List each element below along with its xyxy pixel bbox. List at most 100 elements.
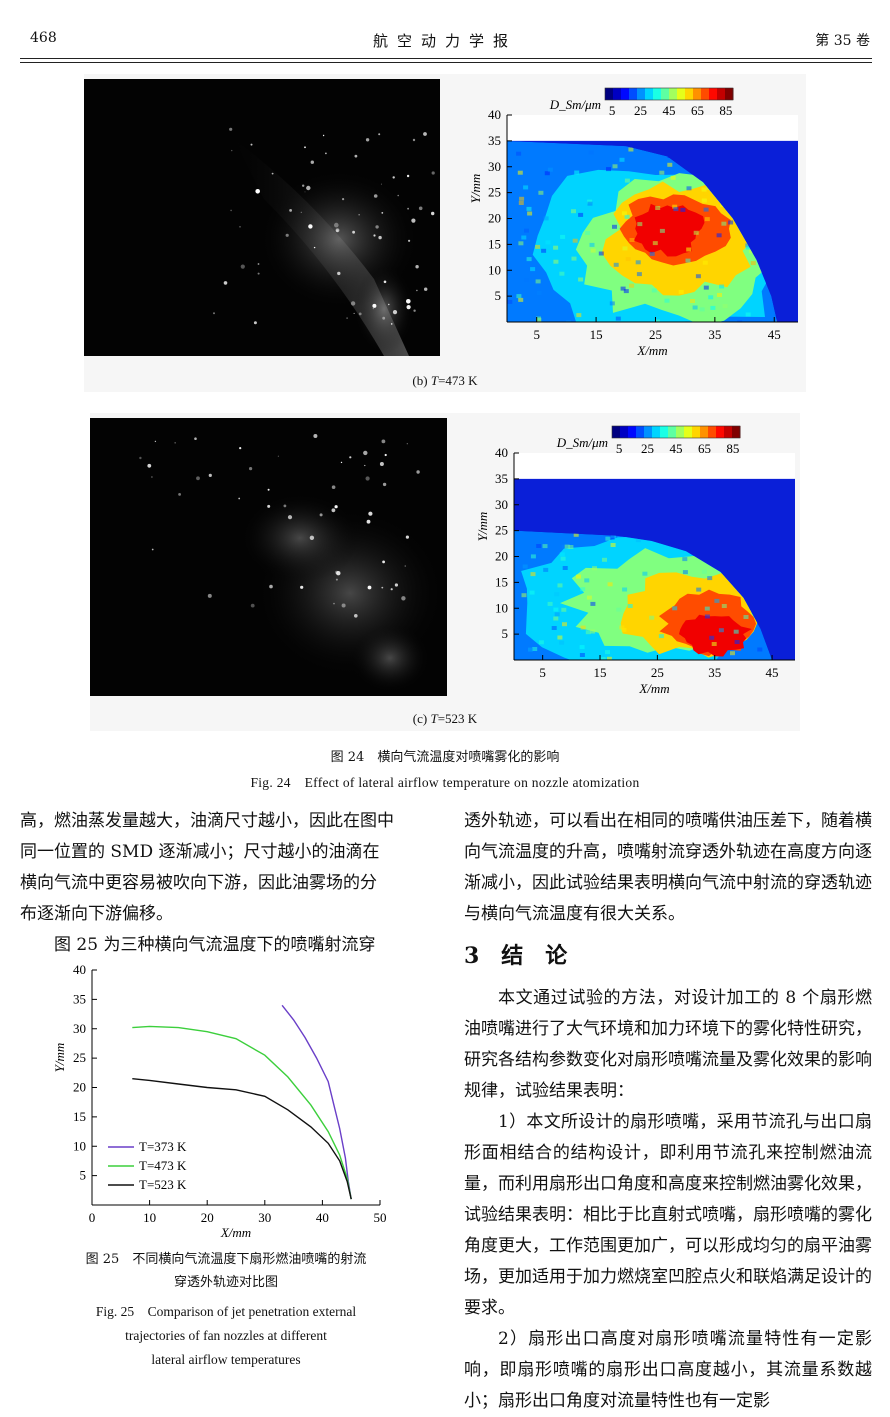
series-line-2 [132,1025,352,1200]
contour-noise [629,283,635,288]
contour-noise [598,251,604,256]
y-tick-label: 20 [73,1080,86,1095]
contour-noise [536,544,542,548]
y-tick-label: 20 [488,211,501,226]
contour-noise [623,289,629,294]
contour-noise [600,657,606,660]
colorbar-segment [652,426,661,438]
contour-noise [586,595,592,600]
x-tick-label: 35 [708,665,721,680]
contour-noise [692,305,698,310]
contour-noise [672,606,678,611]
contour-noise [707,576,713,581]
contour-noise [685,258,691,263]
contour-noise [526,206,532,211]
colorbar-tick-label: 45 [670,441,683,456]
contour-noise [541,248,547,253]
contour-noise [686,247,692,252]
contour-noise [621,627,627,632]
contour-noise [682,570,688,575]
colorbar-frame [604,87,734,101]
x-tick-label: 25 [649,327,662,342]
colorbar-frame [611,425,741,439]
contour-noise [628,147,634,152]
contour-noise [528,647,533,652]
colorbar-segment [621,88,630,100]
volume-label: 第 35 卷 [815,33,870,49]
contour-noise [722,304,728,309]
x-tick-label: 5 [533,327,540,342]
contour-noise [564,544,570,549]
contour-noise [635,260,641,265]
colorbar-segment [717,88,726,100]
contour-noise [733,629,739,634]
contour-noise [737,320,743,323]
y-tick-label: 10 [488,262,501,277]
colorbar-segment [725,88,734,100]
contour-noise [551,626,557,630]
contour-noise [553,607,559,612]
contour-noise [590,629,596,634]
x-tick-label: 15 [590,327,603,342]
x-tick-label: 20 [201,1210,214,1225]
contour-noise [686,186,692,191]
contour-noise [613,262,619,267]
y-tick-label: 25 [495,523,508,538]
contour-noise [561,544,567,549]
contour-noise [562,622,567,627]
contour-noise [659,228,665,233]
paragraph: 2）扇形出口高度对扇形喷嘴流量特性有一定影响，即扇形喷嘴的扇形出口高度越小，其流… [464,1329,872,1411]
contour-noise [654,319,660,323]
contour-noise [629,238,635,242]
y-axis-label: Y/mm [468,174,483,204]
contour-noise [609,535,615,540]
contour-noise [576,574,581,579]
contour-noise [795,640,800,644]
text-line: 图 25 为三种横向气流温度下的喷嘴射流穿 [54,935,376,955]
contour-noise [587,201,593,206]
x-tick-label: 25 [651,665,664,680]
figure-24-caption-en: Fig. 24 Effect of lateral airflow temper… [250,775,640,790]
contour-noise [559,271,565,276]
contour-noise [672,204,678,209]
x-tick-label: 40 [316,1210,329,1225]
contour-noise [518,297,524,302]
contour-noise [622,587,628,592]
contour-noise [538,640,544,645]
contour-noise [547,601,553,606]
contour-noise [547,167,553,172]
contour-noise [728,220,734,225]
contour-noise [585,630,591,635]
left-column-text: 高，燃油蒸发量越大，油滴尺寸越小，因此在图中 同一位置的 SMD 逐渐减小；尺寸… [20,806,432,961]
contour-noise [526,257,532,262]
contour-noise [559,552,565,557]
contour-noise [557,583,563,588]
y-tick-label: 35 [73,991,86,1006]
contour-noise [610,543,616,547]
legend-entry: T=473 K [139,1158,187,1173]
contour-noise [743,615,749,619]
contour-noise [655,206,661,210]
contour-noise [553,259,559,264]
legend-entry: T=523 K [139,1177,187,1192]
contour-noise [622,246,628,251]
contour-noise [572,238,578,243]
contour-noise [507,299,513,304]
y-tick-label: 15 [488,236,501,251]
y-tick-label: 40 [495,445,508,460]
contour-noise [682,557,688,562]
contour-noise [624,214,630,219]
contour-noise [574,170,580,175]
contour-noise [680,207,686,212]
contour-noise [748,249,754,254]
y-tick-label: 10 [73,1138,86,1153]
colorbar-segment [629,88,638,100]
contour-noise [636,272,642,277]
contour-noise [536,291,542,295]
contour-noise [523,185,529,190]
contour-noise [649,615,655,620]
y-tick-label: 30 [73,1021,86,1036]
contour-noise [711,642,717,646]
x-tick-label: 30 [258,1210,271,1225]
colorbar-segment [661,88,670,100]
